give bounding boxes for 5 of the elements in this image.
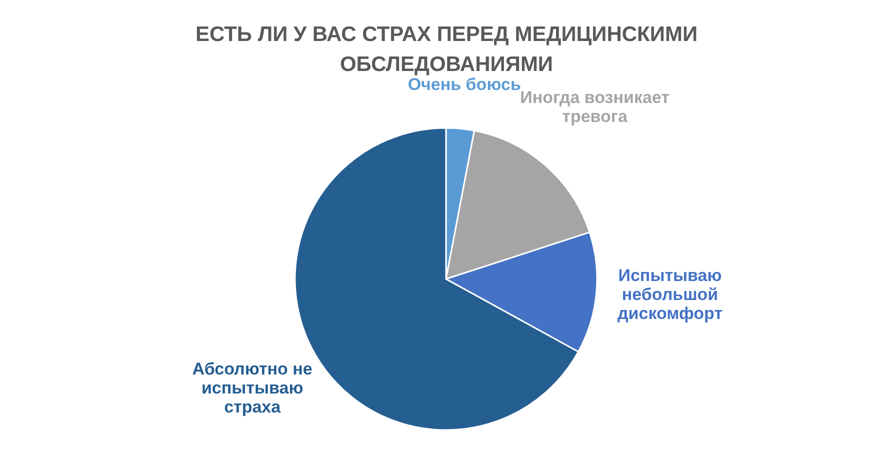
slice-label: Очень боюсь [408, 74, 521, 94]
slice-label: Абсолютно не испытываю страха [192, 360, 312, 417]
chart-title: ЕСТЬ ЛИ У ВАС СТРАХ ПЕРЕД МЕДИЦИНСКИМИ ОБСЛЕДОВАНИЯМИ [195, 23, 698, 76]
slice-label: Испытываю небольшой дискомфорт [617, 266, 723, 324]
slice-label: Иногда возникает тревога [520, 88, 670, 126]
